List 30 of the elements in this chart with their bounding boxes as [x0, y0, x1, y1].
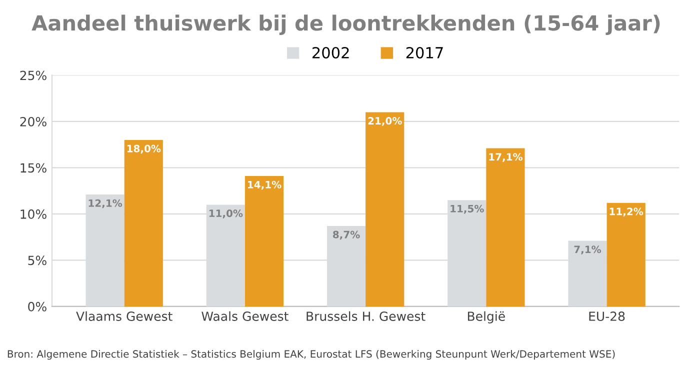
data-label: 14,1% [248, 180, 282, 190]
data-label: 7,1% [574, 246, 602, 254]
y-tick-label: 5% [28, 256, 46, 266]
text: Bron: Algemene Directie Statistiek – Statistics Belgium EAK, Eurostat LFS (Bewerking Steunpunt Werk/Departement WSE) [8, 350, 615, 360]
data-label: 18,0% [127, 144, 161, 154]
data-label: 21,0% [368, 117, 402, 126]
y-tick-label: 20% [20, 116, 46, 126]
x-tick-label: Vlaams Gewest [76, 311, 172, 321]
bar [244, 176, 284, 306]
bar [124, 140, 163, 306]
y-tick-label: 0% [28, 302, 46, 312]
y-tick-label: 10% [20, 209, 46, 219]
bar [366, 112, 404, 306]
x-tick-label: Waals Gewest [202, 311, 288, 321]
data-label: 11,2% [610, 208, 644, 217]
data-label: 11,5% [450, 204, 484, 214]
data-label: 12,1% [88, 199, 122, 208]
legend-label: 2017 [406, 46, 443, 59]
data-label: 8,7% [333, 230, 360, 240]
legend-label: 2002 [312, 46, 349, 59]
chart-title: Aandeel thuiswerk bij de loontrekkenden (15-64 jaar) [32, 14, 660, 36]
x-tick-label: EU-28 [589, 312, 625, 321]
x-tick-label: Brussels H. Gewest [306, 311, 426, 321]
bar [606, 202, 646, 306]
x-tick-label: België [468, 311, 505, 324]
data-label: 11,0% [209, 210, 243, 218]
bar [486, 148, 525, 306]
data-label: 17,1% [489, 153, 522, 162]
y-tick-label: 25% [20, 70, 46, 80]
y-tick-label: 15% [20, 163, 46, 173]
